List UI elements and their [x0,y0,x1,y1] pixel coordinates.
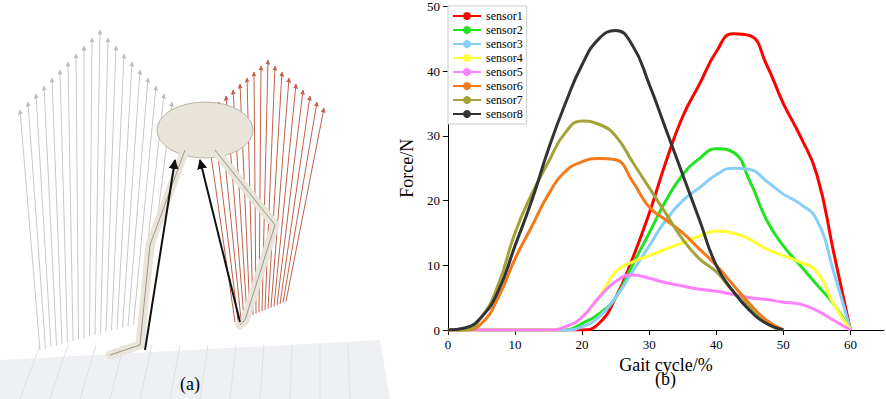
svg-text:20: 20 [576,337,589,352]
svg-text:(b): (b) [655,369,676,389]
svg-text:sensor7: sensor7 [486,93,523,107]
svg-text:60: 60 [844,337,857,352]
svg-text:10: 10 [508,337,521,352]
svg-text:40: 40 [427,64,440,79]
svg-text:(a): (a) [180,374,200,395]
svg-text:20: 20 [427,193,440,208]
svg-text:50: 50 [777,337,790,352]
svg-text:sensor3: sensor3 [486,37,523,51]
svg-text:sensor5: sensor5 [486,65,523,79]
svg-text:Force/N: Force/N [397,139,417,198]
svg-text:30: 30 [643,337,656,352]
svg-text:sensor4: sensor4 [486,51,523,65]
svg-text:0: 0 [445,337,452,352]
svg-text:sensor8: sensor8 [486,107,523,121]
svg-text:sensor6: sensor6 [486,79,523,93]
svg-text:0: 0 [433,323,440,338]
svg-text:40: 40 [710,337,723,352]
svg-text:sensor1: sensor1 [486,9,523,23]
svg-text:10: 10 [427,258,440,273]
svg-text:Gait cycle/%: Gait cycle/% [619,355,712,375]
svg-text:50: 50 [427,0,440,14]
svg-text:sensor2: sensor2 [486,23,523,37]
svg-text:30: 30 [427,128,440,143]
